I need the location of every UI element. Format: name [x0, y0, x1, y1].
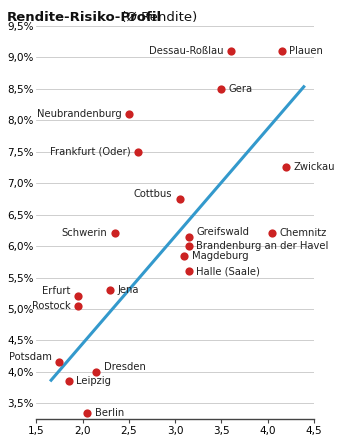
Text: Rostock: Rostock	[32, 301, 71, 311]
Point	[279, 47, 284, 54]
Point	[75, 302, 81, 309]
Text: Erfurt: Erfurt	[42, 286, 71, 296]
Point	[94, 369, 99, 376]
Point	[57, 359, 62, 366]
Text: Greifswald: Greifswald	[197, 226, 249, 237]
Text: Frankfurt (Oder): Frankfurt (Oder)	[50, 147, 131, 157]
Point	[186, 268, 192, 275]
Point	[135, 148, 141, 155]
Point	[186, 233, 192, 240]
Text: Magdeburg: Magdeburg	[192, 250, 248, 260]
Text: Rendite-Risiko-Profil: Rendite-Risiko-Profil	[7, 11, 162, 24]
Text: Plauen: Plauen	[289, 46, 323, 56]
Text: Dresden: Dresden	[104, 362, 146, 372]
Point	[66, 378, 71, 385]
Point	[186, 242, 192, 249]
Point	[270, 230, 275, 237]
Text: Neubrandenburg: Neubrandenburg	[37, 109, 121, 119]
Point	[112, 230, 118, 237]
Text: Dessau-Roßlau: Dessau-Roßlau	[149, 46, 223, 56]
Point	[182, 252, 187, 259]
Text: Schwerin: Schwerin	[62, 229, 108, 238]
Point	[228, 47, 234, 54]
Text: Gera: Gera	[229, 84, 253, 94]
Point	[84, 409, 90, 416]
Point	[75, 293, 81, 300]
Text: Brandenburg an der Havel: Brandenburg an der Havel	[197, 241, 329, 251]
Text: Chemnitz: Chemnitz	[280, 229, 327, 238]
Point	[219, 85, 224, 92]
Text: Berlin: Berlin	[95, 408, 124, 418]
Point	[284, 164, 289, 171]
Text: (Ø Rendite): (Ø Rendite)	[117, 11, 197, 24]
Text: Halle (Saale): Halle (Saale)	[197, 266, 260, 276]
Text: Zwickau: Zwickau	[294, 163, 335, 172]
Point	[177, 195, 182, 202]
Point	[108, 287, 113, 294]
Text: Cottbus: Cottbus	[134, 190, 173, 199]
Text: Leipzig: Leipzig	[76, 377, 111, 386]
Point	[126, 110, 132, 117]
Text: Potsdam: Potsdam	[9, 353, 52, 362]
Text: Jena: Jena	[118, 285, 139, 295]
